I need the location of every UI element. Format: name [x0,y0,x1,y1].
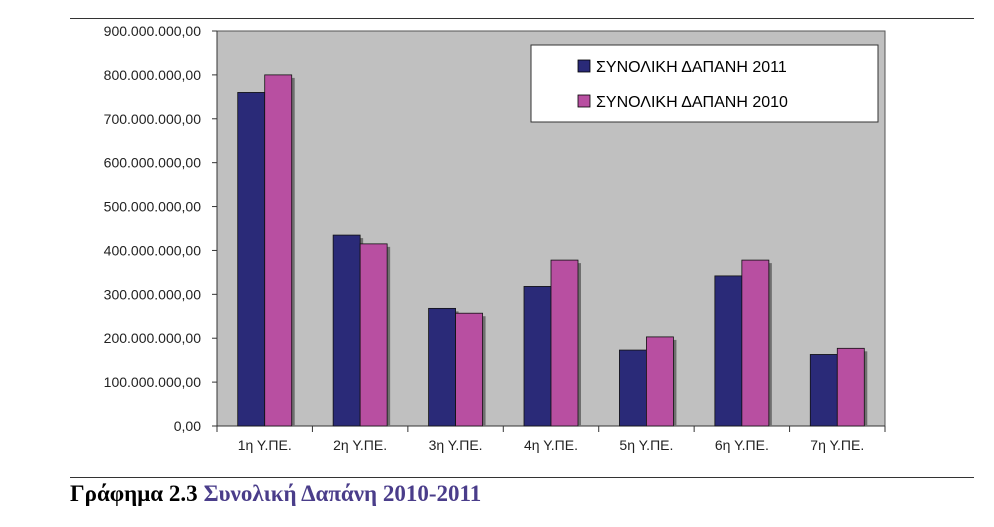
x-tick-label: 5η Υ.ΠΕ. [619,437,673,453]
x-tick-label: 1η Υ.ΠΕ. [238,437,292,453]
bar-2010 [550,259,579,427]
legend-label-2011: ΣΥΝΟΛΙΚΗ ΔΑΠΑΝΗ 2011 [596,59,787,76]
bottom-rule [70,477,974,478]
bar-chart: 0,00 100.000.000,00 200.000.000,00 300.000.… [104,23,886,453]
x-tick-label: 3η Υ.ΠΕ. [429,437,483,453]
caption-title: Συνολική Δαπάνη 2010-2011 [203,481,482,506]
bars [237,74,868,427]
legend: ΣΥΝΟΛΙΚΗ ΔΑΠΑΝΗ 2011 ΣΥΝΟΛΙΚΗ ΔΑΠΑΝΗ 201… [530,44,879,123]
bar-2011 [809,354,838,427]
y-tick-label: 700.000.000,00 [104,111,202,127]
bar-2010 [836,347,865,427]
legend-swatch-2010 [577,94,591,108]
legend-swatch-2011 [577,59,591,73]
bar-2011 [714,275,743,427]
legend-label-2010: ΣΥΝΟΛΙΚΗ ΔΑΠΑΝΗ 2010 [596,94,788,111]
bar-2011 [619,349,647,427]
bar-2010 [646,336,674,427]
y-axis: 0,00 100.000.000,00 200.000.000,00 300.000.… [104,23,218,434]
y-tick-label: 600.000.000,00 [104,155,202,171]
y-tick-label: 300.000.000,00 [104,286,202,302]
top-rule [70,18,974,19]
x-tick-label: 4η Υ.ΠΕ. [524,437,578,453]
x-tick-label: 2η Υ.ΠΕ. [333,437,387,453]
y-tick-label: 900.000.000,00 [104,23,202,39]
bar-2011 [428,307,456,427]
x-axis: 1η Υ.ΠΕ. 2η Υ.ΠΕ. 3η Υ.ΠΕ. 4η Υ.ΠΕ. 5η Υ.ΠΕ.… [216,425,886,453]
y-tick-label: 500.000.000,00 [104,199,202,215]
legend-box [530,44,879,123]
y-tick-label: 100.000.000,00 [104,374,202,390]
y-tick-label: 400.000.000,00 [104,242,202,258]
y-tick-label: 200.000.000,00 [104,330,202,346]
bar-2010 [359,243,388,427]
caption-label: Γράφημα 2.3 [70,481,198,506]
figure-caption: Γράφημα 2.3 Συνολική Δαπάνη 2010-2011 [70,481,481,507]
x-tick-label: 6η Υ.ΠΕ. [715,437,769,453]
bar-2010 [741,259,770,427]
y-tick-label: 0,00 [174,418,201,434]
bar-2011 [237,92,266,427]
y-tick-label: 800.000.000,00 [104,67,202,83]
bar-2010 [455,312,483,427]
x-tick-label: 7η Υ.ΠΕ. [810,437,864,453]
bar-2011 [332,234,361,427]
bar-2010 [264,74,293,427]
bar-2011 [523,286,552,427]
